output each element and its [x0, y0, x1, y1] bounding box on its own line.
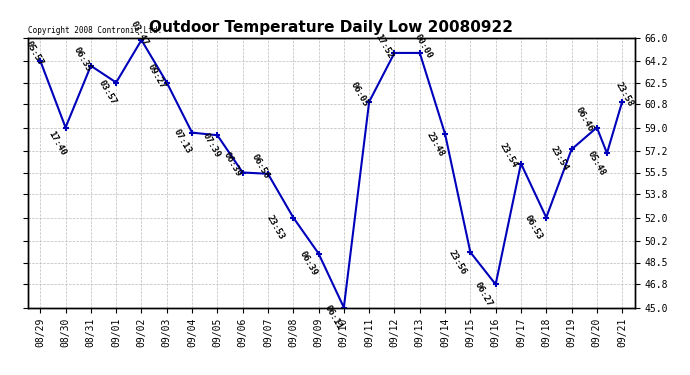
Text: 23:58: 23:58 [614, 80, 635, 108]
Text: 23:54: 23:54 [549, 144, 569, 172]
Text: 06:11: 06:11 [323, 304, 344, 332]
Text: 06:39: 06:39 [298, 250, 319, 278]
Text: 23:48: 23:48 [424, 130, 446, 158]
Text: 06:27: 06:27 [473, 281, 493, 309]
Text: 06:53: 06:53 [523, 214, 544, 242]
Text: 07:39: 07:39 [200, 132, 221, 159]
Text: 23:56: 23:56 [447, 249, 469, 276]
Text: 06:05: 06:05 [348, 80, 370, 108]
Title: Outdoor Temperature Daily Low 20080922: Outdoor Temperature Daily Low 20080922 [149, 20, 513, 35]
Text: 07:13: 07:13 [171, 128, 193, 156]
Text: 09:27: 09:27 [146, 62, 167, 90]
Text: 06:46: 06:46 [573, 106, 595, 134]
Text: 23:53: 23:53 [265, 214, 286, 242]
Text: 00:00: 00:00 [413, 33, 434, 60]
Text: Copyright 2008 Contronic Ltd.: Copyright 2008 Contronic Ltd. [28, 26, 161, 35]
Text: 17:52: 17:52 [374, 33, 395, 60]
Text: 05:48: 05:48 [586, 150, 607, 177]
Text: 06:56: 06:56 [250, 152, 271, 180]
Text: 03:57: 03:57 [97, 79, 118, 106]
Text: 17:40: 17:40 [46, 129, 68, 157]
Text: 23:54: 23:54 [497, 142, 519, 170]
Text: 05:57: 05:57 [23, 39, 45, 67]
Text: 06:39: 06:39 [222, 151, 243, 178]
Text: 03:47: 03:47 [128, 20, 150, 48]
Text: 06:35: 06:35 [71, 45, 92, 73]
